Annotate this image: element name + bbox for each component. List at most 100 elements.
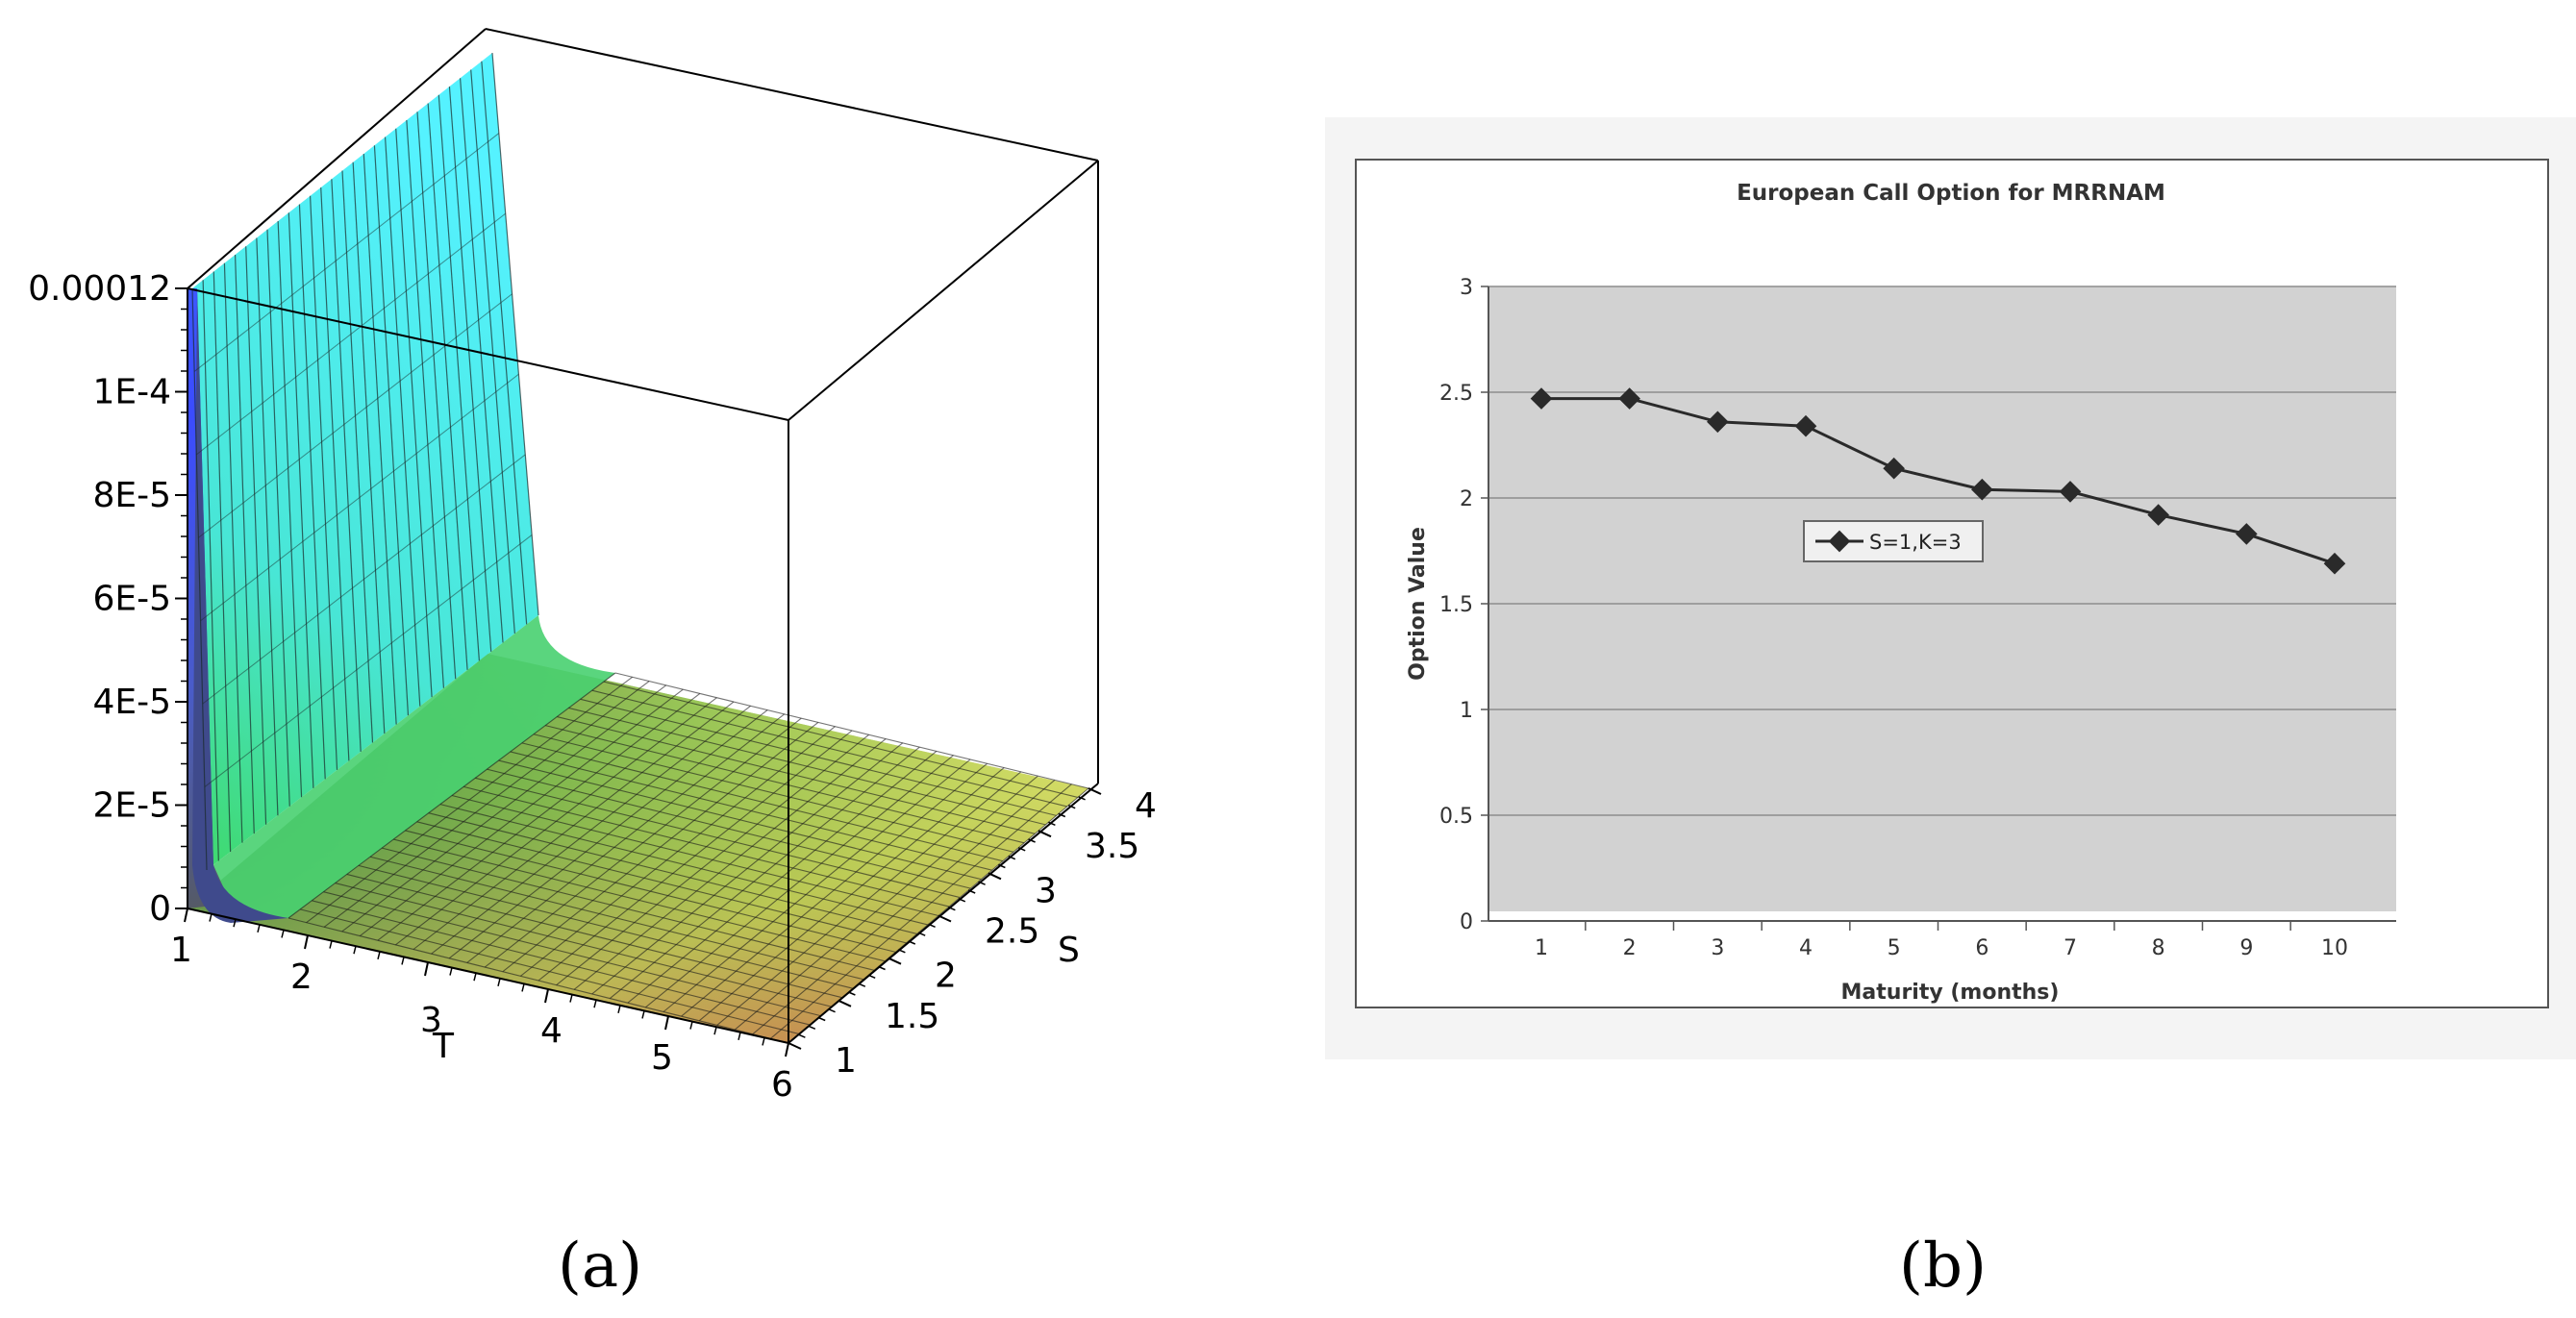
x-tick-label: 5 (1888, 936, 1901, 960)
mesh-line (204, 535, 533, 787)
mesh-line (406, 119, 445, 688)
s-tick (838, 999, 852, 1007)
mesh-line (363, 153, 397, 725)
mesh-line (395, 128, 433, 698)
t-minor-tick (689, 1021, 693, 1030)
t-tick (785, 1042, 789, 1057)
t-minor-tick (233, 919, 237, 928)
t-minor-tick (449, 967, 453, 976)
surface-plot: 0 2E-5 4E-5 6E-5 8E-5 1E-4 0.00012 1 2 3 4 5 6 1 1.5… (28, 28, 1157, 1105)
z-tick-label: 0 (149, 889, 171, 929)
z-axis-ticks: 0 2E-5 4E-5 6E-5 8E-5 1E-4 0.00012 (28, 269, 188, 929)
data-point (1883, 457, 1905, 480)
mesh-line (213, 271, 232, 853)
s-minor-tick (1008, 855, 1016, 860)
s-tick (788, 1042, 802, 1050)
mesh-line (491, 52, 539, 616)
mesh-line (448, 86, 492, 652)
y-tick-label: 2.5 (1439, 382, 1473, 406)
mesh-line (533, 734, 1014, 853)
mesh-line (475, 777, 961, 899)
data-point (2059, 481, 2082, 503)
mesh-line (277, 220, 303, 798)
x-tick-label: 10 (2321, 936, 2348, 960)
mesh-line (438, 94, 480, 661)
mesh-line (498, 759, 982, 881)
t-minor-tick (401, 957, 405, 965)
mesh-line (335, 883, 832, 1007)
mesh-line (428, 812, 917, 934)
mesh-line (459, 78, 504, 643)
s-minor-tick (978, 881, 986, 885)
t-axis-ticks: 1 2 3 4 5 6 (170, 908, 793, 1105)
mesh-line (568, 707, 1046, 826)
x-tick-label: 1 (1535, 936, 1548, 960)
mesh-line (223, 262, 243, 843)
t-tick-label: 4 (540, 1011, 563, 1051)
s-tick (888, 957, 902, 965)
mesh-line (191, 287, 208, 871)
caption-a: (a) (558, 1231, 643, 1302)
box-edge (788, 783, 1099, 1044)
caption-b: (b) (1899, 1231, 1987, 1302)
x-tick-label: 3 (1711, 936, 1724, 960)
t-tick-label: 5 (651, 1038, 673, 1078)
s-minor-tick (1067, 804, 1076, 809)
t-tick (424, 961, 429, 977)
mesh-line (331, 179, 362, 752)
t-minor-tick (473, 973, 477, 982)
legend-label: S=1,K=3 (1869, 531, 1962, 554)
mesh-line (320, 187, 350, 761)
x-tick-label: 8 (2152, 936, 2165, 960)
s-minor-tick (808, 1025, 816, 1031)
mesh-line (202, 454, 526, 705)
mesh-line (393, 838, 886, 962)
t-tick (544, 988, 549, 1004)
mesh-line (358, 864, 853, 989)
mesh-line (198, 293, 513, 538)
mesh-line (463, 785, 950, 908)
x-tick-label: 9 (2239, 936, 2253, 960)
mesh-line (195, 212, 507, 456)
t-tick-label: 2 (290, 957, 313, 997)
data-point (2323, 552, 2346, 575)
surface-back-wall (192, 53, 538, 870)
s-minor-tick (858, 982, 866, 987)
s-minor-tick (798, 1033, 806, 1038)
s-minor-tick (867, 974, 876, 980)
t-minor-tick (593, 1000, 597, 1008)
surface-front-edge (192, 288, 288, 923)
t-minor-tick (497, 978, 501, 986)
z-tick-label: 4E-5 (92, 683, 171, 722)
box-edge (187, 28, 487, 289)
mesh-line (382, 847, 875, 971)
x-tick-label: 4 (1799, 936, 1813, 960)
t-axis-label: T (432, 1027, 455, 1066)
gridlines (1488, 286, 2396, 816)
mesh-line (200, 373, 519, 622)
mesh-line (416, 112, 457, 680)
line-chart: European Call Option for MRRNAM 0 0.5 1 1.5… (1355, 159, 2549, 1008)
t-minor-tick (353, 946, 357, 955)
t-tick (664, 1015, 669, 1031)
x-tick-label: 6 (1975, 936, 1988, 960)
x-tick-label: 2 (1623, 936, 1637, 960)
s-minor-tick (1078, 796, 1086, 801)
y-axis-ticks: 0 0.5 1 1.5 2 2.5 3 (1439, 276, 1489, 934)
y-tick-label: 1.5 (1439, 593, 1473, 617)
s-tick-label: 3.5 (1085, 827, 1139, 866)
s-minor-tick (1017, 847, 1026, 852)
t-minor-tick (329, 940, 333, 949)
t-minor-tick (521, 983, 525, 992)
z-tick-label: 2E-5 (92, 786, 171, 826)
z-tick-label: 6E-5 (92, 580, 171, 619)
mesh-line (470, 69, 515, 634)
s-minor-tick (1028, 838, 1036, 843)
x-axis-ticks: 1 2 3 4 5 6 7 8 9 10 (1535, 921, 2348, 960)
mesh-line (521, 742, 1003, 862)
mesh-line (416, 821, 907, 944)
z-tick-label: 8E-5 (92, 476, 171, 515)
legend: S=1,K=3 (1803, 520, 1984, 562)
s-minor-tick (828, 1007, 836, 1013)
y-tick-label: 0 (1460, 910, 1473, 934)
